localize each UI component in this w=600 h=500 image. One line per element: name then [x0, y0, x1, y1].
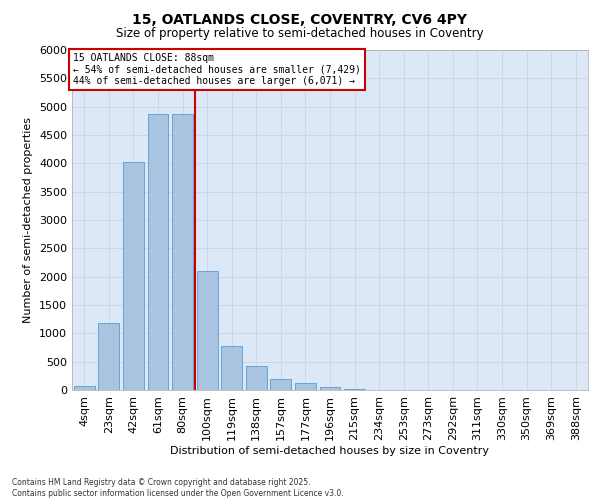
- Bar: [320, 387, 340, 390]
- Bar: [295, 382, 316, 390]
- Bar: [123, 162, 144, 390]
- Bar: [148, 114, 169, 390]
- Bar: [221, 346, 242, 390]
- Bar: [172, 114, 193, 390]
- Bar: [271, 378, 292, 390]
- Bar: [246, 366, 267, 390]
- Y-axis label: Number of semi-detached properties: Number of semi-detached properties: [23, 117, 34, 323]
- Bar: [344, 389, 365, 390]
- Bar: [74, 386, 95, 390]
- Bar: [197, 271, 218, 390]
- X-axis label: Distribution of semi-detached houses by size in Coventry: Distribution of semi-detached houses by …: [170, 446, 490, 456]
- Text: 15 OATLANDS CLOSE: 88sqm
← 54% of semi-detached houses are smaller (7,429)
44% o: 15 OATLANDS CLOSE: 88sqm ← 54% of semi-d…: [73, 53, 361, 86]
- Text: Contains HM Land Registry data © Crown copyright and database right 2025.
Contai: Contains HM Land Registry data © Crown c…: [12, 478, 344, 498]
- Text: 15, OATLANDS CLOSE, COVENTRY, CV6 4PY: 15, OATLANDS CLOSE, COVENTRY, CV6 4PY: [133, 12, 467, 26]
- Text: Size of property relative to semi-detached houses in Coventry: Size of property relative to semi-detach…: [116, 28, 484, 40]
- Bar: [98, 324, 119, 390]
